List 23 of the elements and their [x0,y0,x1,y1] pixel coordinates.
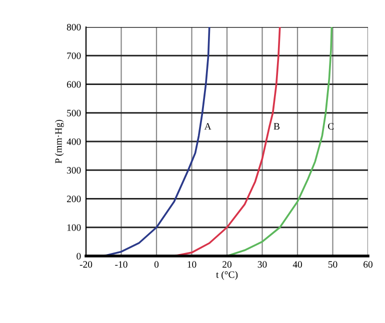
x-tick-label: 30 [258,261,267,268]
x-tick-label: 0 [154,261,159,268]
x-tick-label: 20 [222,261,232,268]
x-tick-label: -10 [115,261,128,268]
y-tick-label: 0 [76,252,81,260]
x-axis-title: t (°C) [216,271,238,280]
series-label: C [328,123,334,130]
y-tick-label: 300 [67,167,81,174]
y-tick-label: 700 [67,52,81,60]
series-label: A [204,123,212,130]
x-tick-label: 40 [292,261,302,268]
series-label: B [274,123,280,130]
y-tick-label: 400 [66,138,81,145]
y-tick-label: 600 [66,81,81,88]
y-tick-label: 500 [67,110,81,116]
y-tick-label: 100 [67,224,81,231]
x-tick-label: -20 [80,261,92,268]
x-tick-label: 60 [364,261,372,268]
x-tick-label: 50 [328,261,338,268]
y-tick-label: 800 [66,24,81,30]
y-tick-label: 200 [66,196,81,202]
y-axis-title: P (mm·Hg) [54,120,64,164]
x-tick-label: 10 [188,261,196,268]
